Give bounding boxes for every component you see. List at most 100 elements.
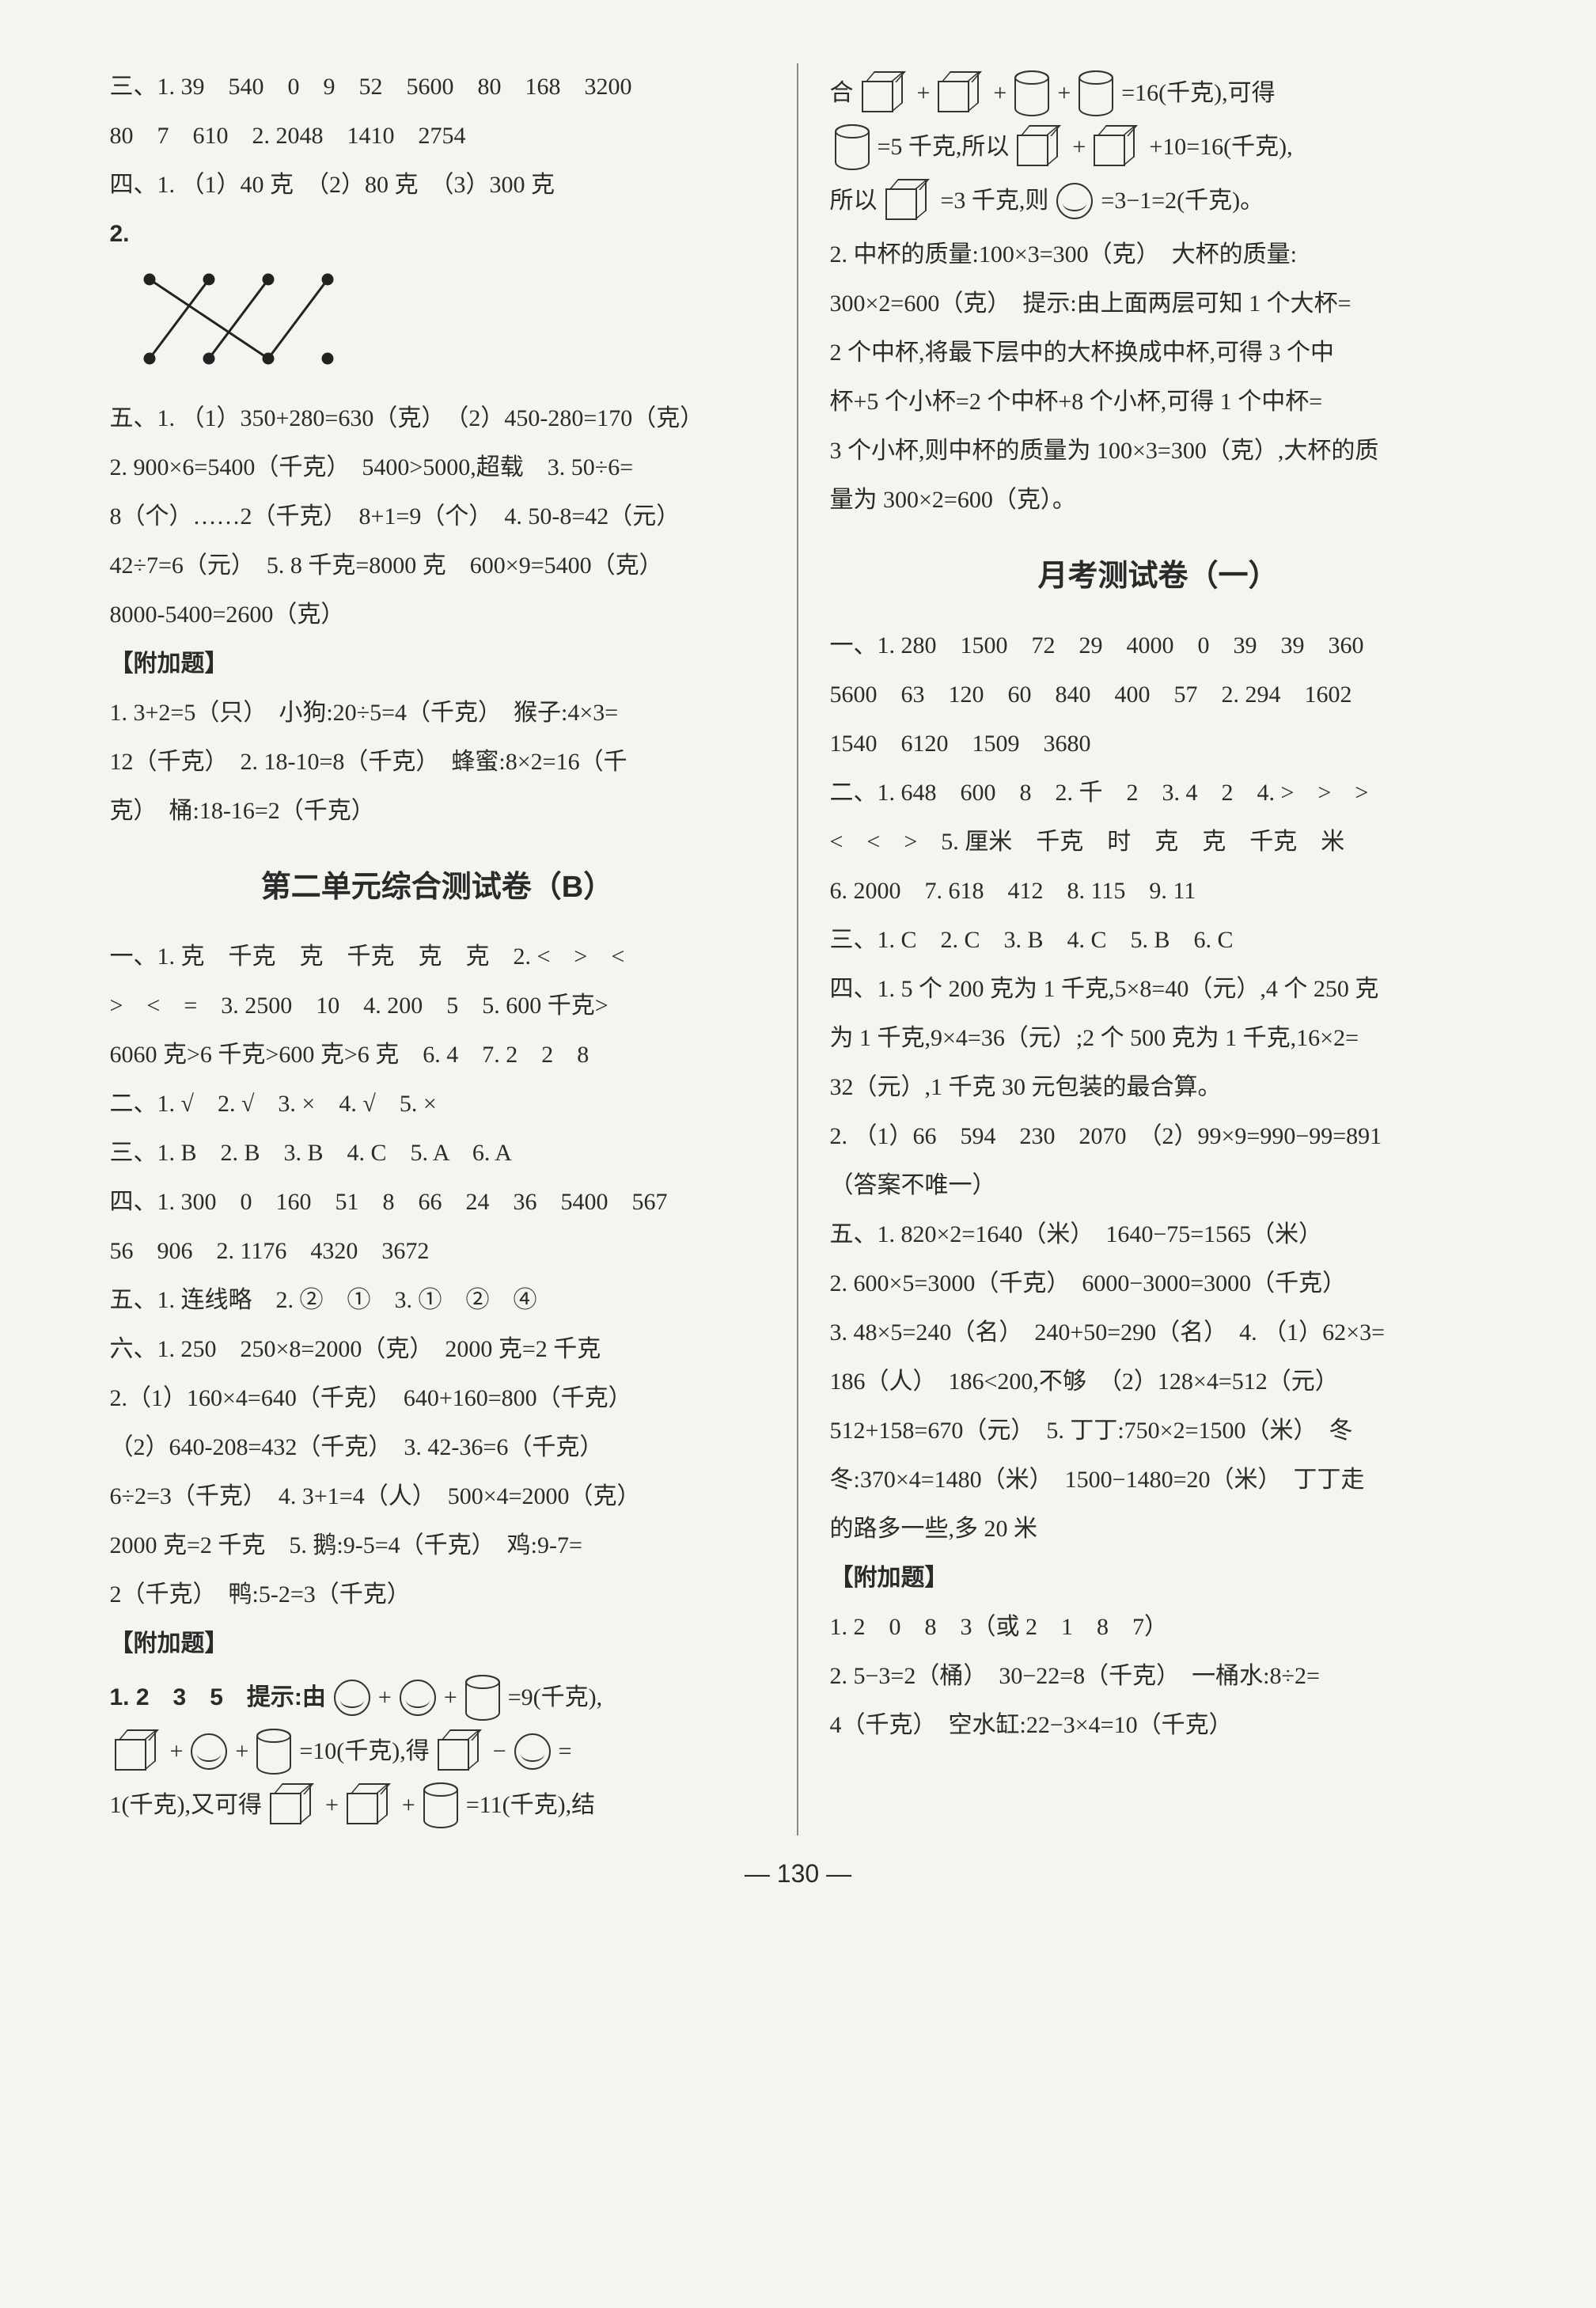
text-line: 1. 2 0 8 3（或 2 1 8 7） [830,1604,1487,1651]
text-line: 6. 2000 7. 618 412 8. 115 9. 11 [830,867,1487,915]
text-line: 一、1. 280 1500 72 29 4000 0 39 39 360 [830,622,1487,670]
cube-icon [938,73,979,114]
eq-text: =5 千克,所以 [878,123,1010,171]
text-line: 2. 600×5=3000（千克） 6000−3000=3000（千克） [830,1260,1487,1308]
text-line: 六、1. 250 250×8=2000（克） 2000 克=2 千克 [110,1326,765,1373]
cylinder-icon [423,1782,458,1828]
section-label: 【附加题】 [110,1620,765,1668]
text-line: 为 1 千克,9×4=36（元）;2 个 500 克为 1 千克,16×2= [830,1015,1487,1062]
eq-text: + [235,1728,248,1775]
section-heading: 第二单元综合测试卷（B） [110,857,765,917]
text-line: 四、1. 5 个 200 克为 1 千克,5×8=40（元）,4 个 250 克 [830,966,1487,1013]
text-line: 二、1. √ 2. √ 3. × 4. √ 5. × [110,1080,765,1128]
matching-diagram [134,268,339,370]
cube-icon [115,1731,156,1772]
section-label: 【附加题】 [830,1554,1487,1602]
text-line: 4（千克） 空水缸:22−3×4=10（千克） [830,1702,1487,1749]
eq-text: = [559,1728,572,1775]
eq-text: + [993,70,1007,117]
eq-text: 所以 [830,177,878,225]
cylinder-icon [1079,70,1113,116]
text-line: 5600 63 120 60 840 400 57 2. 294 1602 [830,671,1487,719]
eq-text: + [378,1674,392,1722]
eq-text: =10(千克),得 [299,1728,429,1775]
text-line: 2000 克=2 千克 5. 鹅:9-5=4（千克） 鸡:9-7= [110,1522,765,1570]
eq-text: + [917,70,931,117]
cylinder-icon [256,1729,291,1775]
text-line: 四、1. （1）40 克 （2）80 克 （3）300 克 [110,161,765,209]
text-line: 8000-5400=2600（克） [110,591,765,639]
eq-text: =11(千克),结 [466,1782,595,1829]
text-line: 42÷7=6（元） 5. 8 千克=8000 克 600×9=5400（克） [110,542,765,590]
equation-line: 所以 =3 千克,则 =3−1=2(千克)。 [830,177,1487,225]
text-line: 杯+5 个小杯=2 个中杯+8 个小杯,可得 1 个中杯= [830,378,1487,426]
eq-text: 1. 2 3 5 提示:由 [110,1674,326,1722]
cube-icon [270,1785,311,1826]
sphere-icon [400,1680,436,1716]
eq-text: +10=16(千克), [1149,123,1292,171]
eq-text: 合 [830,70,854,117]
text-line: 12（千克） 2. 18-10=8（千克） 蜂蜜:8×2=16（千 [110,738,765,786]
text-line: 五、1. 连线略 2. ② ① 3. ① ② ④ [110,1277,765,1324]
text-line: 6÷2=3（千克） 4. 3+1=4（人） 500×4=2000（克） [110,1473,765,1520]
text-line: 56 906 2. 1176 4320 3672 [110,1228,765,1275]
text-line: 四、1. 300 0 160 51 8 66 24 36 5400 567 [110,1179,765,1226]
cube-icon [885,180,927,222]
eq-text: =3 千克,则 [941,177,1049,225]
eq-text: − [493,1728,506,1775]
text-line: 的路多一些,多 20 米 [830,1505,1487,1553]
left-column: 三、1. 39 540 0 9 52 5600 80 168 3200 80 7… [78,63,798,1835]
eq-text: + [1072,123,1086,171]
text-line: 冬:370×4=1480（米） 1500−1480=20（米） 丁丁走 [830,1456,1487,1504]
text-line: 3. 48×5=240（名） 240+50=290（名） 4. （1）62×3= [830,1309,1487,1357]
text-line: （2）640-208=432（千克） 3. 42-36=6（千克） [110,1424,765,1471]
page-number: — 130 — [0,1859,1596,1889]
cylinder-icon [465,1675,500,1721]
cylinder-icon [1014,70,1049,116]
text-line: > < = 3. 2500 10 4. 200 5 5. 600 千克> [110,982,765,1030]
text-line: 量为 300×2=600（克）。 [830,476,1487,524]
text-line: 3 个小杯,则中杯的质量为 100×3=300（克）,大杯的质 [830,427,1487,475]
text-line: 一、1. 克 千克 克 千克 克 克 2. < > < [110,933,765,981]
eq-text: + [402,1782,415,1829]
text-line: 32（元）,1 千克 30 元包装的最合算。 [830,1064,1487,1111]
text-line: 五、1. 820×2=1640（米） 1640−75=1565（米） [830,1211,1487,1258]
eq-text: + [1057,70,1071,117]
text-line: 五、1. （1）350+280=630（克） （2）450-280=170（克） [110,395,765,442]
eq-text: =9(千克), [508,1674,602,1722]
eq-text: + [170,1728,184,1775]
equation-line: 1. 2 3 5 提示:由 + + =9(千克), [110,1674,765,1722]
eq-text: + [325,1782,339,1829]
text-line: 6060 克>6 千克>600 克>6 克 6. 4 7. 2 2 8 [110,1031,765,1079]
text-line: 2. [110,211,765,258]
section-heading: 月考测试卷（一） [830,546,1487,606]
text-line: 三、1. 39 540 0 9 52 5600 80 168 3200 [110,63,765,111]
text-line: 2. 5−3=2（桶） 30−22=8（千克） 一桶水:8÷2= [830,1653,1487,1700]
sphere-icon [514,1733,551,1770]
page: 三、1. 39 540 0 9 52 5600 80 168 3200 80 7… [78,63,1518,1835]
sphere-icon [334,1680,370,1716]
text-line: < < > 5. 厘米 千克 时 克 克 千克 米 [830,818,1487,866]
equation-line: =5 千克,所以 + +10=16(千克), [830,123,1487,171]
cube-icon [438,1731,479,1772]
text-line: 2（千克） 鸭:5-2=3（千克） [110,1571,765,1619]
text-line: 2. （1）66 594 230 2070 （2）99×9=990−99=891 [830,1113,1487,1160]
text-line: 186（人） 186<200,不够 （2）128×4=512（元） [830,1358,1487,1406]
text-line: 2.（1）160×4=640（千克） 640+160=800（千克） [110,1375,765,1422]
eq-text: =3−1=2(千克)。 [1101,177,1264,225]
text-line: 80 7 610 2. 2048 1410 2754 [110,112,765,160]
cube-icon [1017,127,1058,168]
text-line: 2. 中杯的质量:100×3=300（克） 大杯的质量: [830,231,1487,279]
sphere-icon [191,1733,227,1770]
equation-line: + + =10(千克),得 − = [110,1728,765,1775]
eq-text: + [444,1674,457,1722]
right-column: 合 + + + =16(千克),可得 =5 千克,所以 + +10=16(千克)… [798,63,1518,1835]
cube-icon [347,1785,388,1826]
text-line: 512+158=670（元） 5. 丁丁:750×2=1500（米） 冬 [830,1407,1487,1455]
text-line: （答案不唯一） [830,1162,1487,1209]
text-line: 克） 桶:18-16=2（千克） [110,788,765,835]
text-line: 三、1. C 2. C 3. B 4. C 5. B 6. C [830,917,1487,964]
eq-text: 1(千克),又可得 [110,1782,262,1829]
text-line: 8（个）……2（千克） 8+1=9（个） 4. 50-8=42（元） [110,493,765,541]
cube-icon [862,73,903,114]
